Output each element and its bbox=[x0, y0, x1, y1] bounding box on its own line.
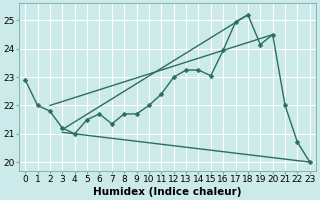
X-axis label: Humidex (Indice chaleur): Humidex (Indice chaleur) bbox=[93, 187, 242, 197]
